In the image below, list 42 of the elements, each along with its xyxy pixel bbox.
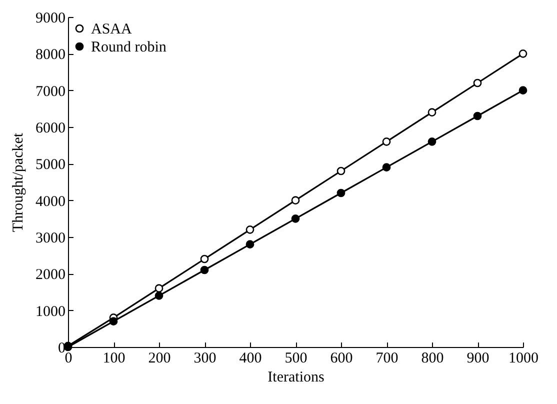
point	[291, 214, 300, 223]
legend-label: ASAA	[91, 22, 132, 38]
point	[428, 137, 436, 146]
point	[473, 112, 482, 120]
point	[518, 86, 528, 95]
y-tick-label: 5000	[36, 157, 66, 174]
x-axis-title: Iterations	[268, 370, 324, 386]
x-tick-label: 1000	[508, 350, 538, 366]
point	[382, 137, 391, 146]
point	[246, 225, 254, 234]
x-tick-label: 600	[330, 350, 353, 366]
x-tick-label: 400	[239, 350, 262, 366]
legend-label: Round robin	[91, 40, 167, 56]
point	[291, 196, 300, 205]
y-tick-label: 7000	[36, 84, 66, 100]
point	[200, 254, 209, 264]
point	[154, 291, 164, 300]
y-tick-label: 9000	[36, 10, 66, 26]
point	[246, 240, 254, 249]
x-tick-label: 800	[421, 350, 444, 366]
point	[428, 108, 436, 117]
point	[382, 163, 391, 172]
y-tick-label: 6000	[36, 120, 66, 136]
point	[154, 284, 164, 293]
y-axis-title: Throught/packet	[10, 132, 26, 232]
point	[336, 166, 346, 176]
point	[200, 266, 209, 274]
point	[518, 49, 528, 58]
x-tick-label: 300	[194, 350, 216, 366]
x-tick-label: 700	[376, 350, 398, 366]
y-tick-label: 4000	[36, 194, 66, 210]
x-tick-label: 500	[284, 350, 308, 366]
y-tick-label: 3000	[36, 230, 66, 246]
x-tick-label: 100	[102, 350, 126, 366]
point	[473, 78, 482, 88]
x-tick-label: 900	[466, 350, 490, 366]
y-tick-label: 2000	[36, 267, 66, 284]
y-tick-label: 1000	[36, 304, 66, 320]
point	[336, 188, 346, 198]
y-tick-label: 8000	[36, 47, 66, 64]
x-tick-label: 200	[148, 350, 171, 366]
point	[109, 317, 118, 326]
